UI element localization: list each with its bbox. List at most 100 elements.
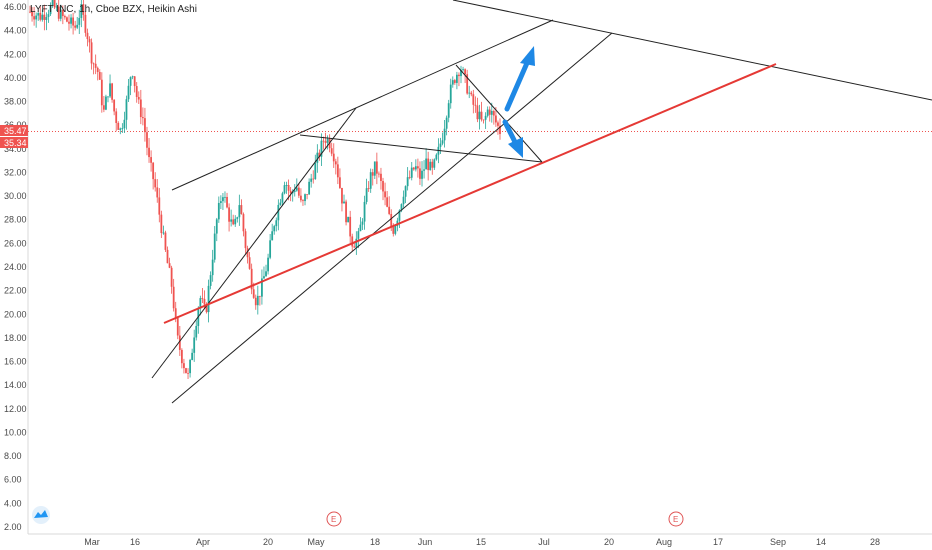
- candle: [51, 0, 54, 8]
- time-tick-label: 17: [713, 537, 723, 547]
- candle: [271, 223, 274, 241]
- candles-group: [29, 0, 501, 380]
- candle: [78, 9, 81, 34]
- candle: [443, 120, 446, 148]
- price-tick-label: 44.00: [4, 26, 27, 36]
- candle: [429, 158, 432, 171]
- candle: [150, 150, 152, 172]
- candle: [125, 95, 128, 130]
- tradingview-logo-icon[interactable]: [32, 506, 50, 524]
- candle: [332, 143, 335, 168]
- candle: [336, 156, 339, 185]
- candle: [283, 181, 286, 195]
- candle: [219, 195, 222, 210]
- candle: [497, 120, 499, 135]
- earnings-label: E: [673, 515, 678, 524]
- candle: [35, 12, 38, 28]
- candle: [185, 367, 187, 374]
- candle: [402, 190, 405, 208]
- candle: [277, 199, 280, 231]
- trendline[interactable]: [171, 32, 613, 404]
- candle: [217, 196, 220, 223]
- candle: [472, 89, 475, 114]
- time-tick-label: Mar: [84, 537, 100, 547]
- candle: [242, 212, 245, 237]
- candle: [441, 132, 444, 146]
- price-tick-label: 40.00: [4, 73, 27, 83]
- time-tick-label: Apr: [196, 537, 210, 547]
- candle: [207, 279, 210, 323]
- price-tick-label: 4.00: [4, 498, 22, 508]
- candle: [238, 194, 241, 226]
- candle: [468, 85, 471, 99]
- time-tick-label: May: [307, 537, 325, 547]
- candle: [314, 154, 317, 180]
- candle: [334, 158, 337, 175]
- support-trendline[interactable]: [163, 63, 777, 324]
- trendline[interactable]: [452, 0, 932, 101]
- candle: [191, 348, 194, 361]
- candle: [365, 178, 368, 205]
- price-tick-label: 16.00: [4, 357, 27, 367]
- candle: [499, 118, 501, 140]
- candle: [166, 246, 169, 264]
- trendline[interactable]: [455, 64, 543, 163]
- trendline[interactable]: [299, 134, 543, 163]
- down-arrow[interactable]: [502, 119, 523, 158]
- candle: [94, 54, 97, 75]
- candle: [341, 187, 343, 212]
- candle: [388, 196, 391, 216]
- last-price-label: 35.47: [4, 126, 27, 136]
- candle: [349, 210, 352, 243]
- price-tick-label: 2.00: [4, 522, 22, 532]
- time-tick-label: 15: [476, 537, 486, 547]
- candle: [133, 76, 136, 93]
- candle: [318, 149, 321, 161]
- candle: [300, 188, 302, 203]
- candle: [273, 224, 276, 235]
- candle: [105, 94, 107, 111]
- trendline[interactable]: [171, 19, 554, 191]
- candle: [382, 177, 384, 201]
- candle: [330, 142, 333, 157]
- candle: [427, 151, 430, 181]
- candle: [263, 266, 265, 279]
- price-tick-label: 42.00: [4, 49, 27, 59]
- candle: [419, 161, 421, 185]
- candle: [156, 179, 159, 203]
- candle: [265, 264, 267, 277]
- candle: [363, 195, 366, 230]
- candle: [474, 96, 477, 113]
- earnings-marker[interactable]: E: [668, 511, 684, 527]
- time-axis-ticks: Mar 16 Apr 20 May 18 Jun 15 Jul 20 Aug 17 Sep 14 28: [84, 537, 880, 547]
- trendline[interactable]: [151, 107, 357, 379]
- candle: [31, 7, 33, 22]
- price-tick-label: 22.00: [4, 286, 27, 296]
- candle: [410, 161, 413, 181]
- trendlines-group[interactable]: [151, 0, 932, 404]
- candle: [302, 199, 304, 206]
- earnings-marker[interactable]: E: [326, 511, 342, 527]
- candle: [367, 181, 370, 192]
- candle: [326, 135, 329, 150]
- candle: [412, 166, 415, 171]
- up-arrow[interactable]: [504, 46, 535, 112]
- candle: [53, 0, 56, 10]
- candle: [160, 210, 163, 239]
- candle: [445, 115, 448, 136]
- candle: [55, 2, 58, 12]
- candle: [359, 217, 362, 232]
- candle: [384, 182, 386, 206]
- price-scale[interactable]: [0, 0, 28, 534]
- candle: [158, 188, 161, 223]
- candle: [168, 257, 171, 269]
- candle: [180, 348, 183, 369]
- candle: [137, 91, 140, 104]
- candle: [230, 209, 233, 227]
- candle: [70, 14, 72, 29]
- candle: [131, 75, 134, 80]
- candle: [39, 5, 42, 22]
- price-tick-label: 14.00: [4, 380, 27, 390]
